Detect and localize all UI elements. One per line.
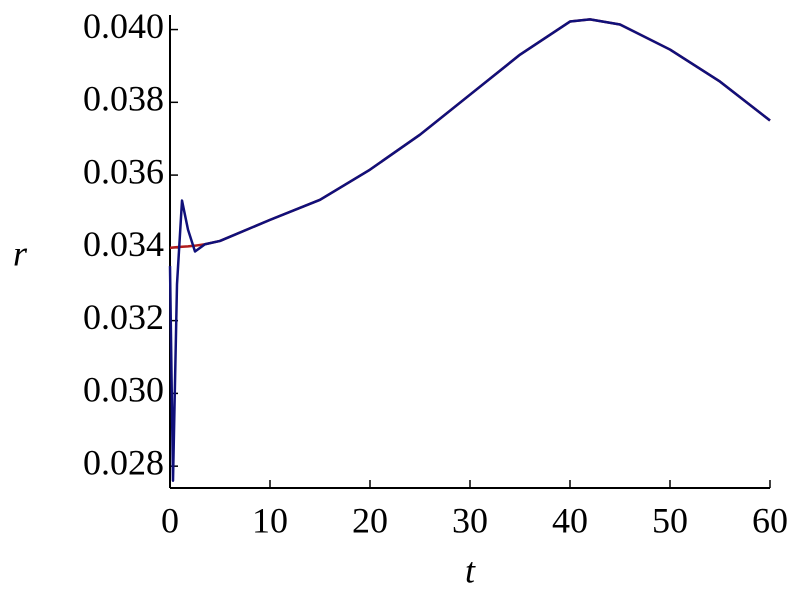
line	[168, 18, 771, 482]
x-tick-label: 10	[252, 500, 288, 540]
x-axis-label: t	[465, 550, 476, 590]
y-tick-label: 0.028	[83, 442, 164, 482]
y-tick-label: 0.038	[83, 79, 164, 119]
y-tick-label: 0.040	[83, 6, 164, 46]
x-tick-label: 0	[161, 500, 179, 540]
x-tick-label: 20	[352, 500, 388, 540]
y-tick-label: 0.034	[83, 224, 164, 264]
y-axis-label: r	[13, 233, 28, 273]
y-tick-label: 0.030	[83, 370, 164, 410]
x-tick-label: 50	[652, 500, 688, 540]
y-tick-label: 0.036	[83, 151, 164, 191]
y-tick-label: 0.032	[83, 297, 164, 337]
x-tick-label: 40	[552, 500, 588, 540]
x-tick-label: 60	[752, 500, 788, 540]
x-tick-label: 30	[452, 500, 488, 540]
line	[169, 18, 771, 250]
